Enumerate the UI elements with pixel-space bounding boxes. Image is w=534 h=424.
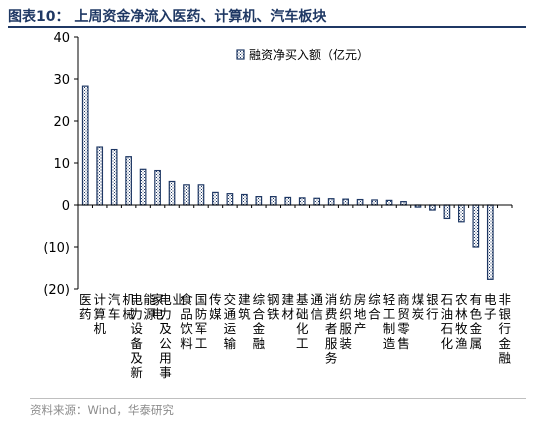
bar xyxy=(241,193,248,206)
bar xyxy=(342,198,349,206)
bar xyxy=(371,199,378,206)
bar xyxy=(443,204,451,220)
x-tick-label: 综合金融 xyxy=(253,292,266,351)
bar xyxy=(139,168,147,206)
bar xyxy=(458,204,465,223)
y-tick-label: 10 xyxy=(53,157,70,172)
x-tick-label: 国防军工 xyxy=(195,292,208,351)
title-rule xyxy=(8,26,526,28)
bars xyxy=(81,85,494,280)
x-tick-label: 建材 xyxy=(282,292,295,322)
x-tick-label: 传媒 xyxy=(209,292,222,322)
x-tick-label: 食品饮料 xyxy=(180,292,193,351)
x-tick-label: 煤炭 xyxy=(412,292,425,322)
x-tick-label: 通信 xyxy=(310,292,323,322)
bar xyxy=(168,180,176,206)
x-tick-label: 建筑 xyxy=(238,292,251,322)
x-tick-label: 消费者服务 xyxy=(325,292,338,365)
x-tick-label: 汽车 xyxy=(108,292,121,322)
x-tick-label: 交通运输 xyxy=(224,292,237,351)
bar xyxy=(212,191,219,206)
bar xyxy=(110,148,118,206)
x-tick-label: 计算机 xyxy=(93,292,106,336)
x-tick-label: 电子 xyxy=(484,292,497,322)
bar xyxy=(400,201,407,206)
x-tick-label: 医药 xyxy=(79,292,92,322)
y-tick-label: 30 xyxy=(53,73,70,88)
source-rule xyxy=(30,398,526,399)
bar xyxy=(327,198,335,206)
bar xyxy=(255,196,263,206)
x-tick-label: 农林牧渔 xyxy=(455,292,468,351)
bar xyxy=(298,197,306,206)
y-axis: 40 30 20 10 0 (10) (20) xyxy=(43,31,79,298)
bar xyxy=(81,85,89,206)
bar xyxy=(284,196,292,206)
legend-swatch xyxy=(236,49,245,60)
x-tick-label: 非银行金融 xyxy=(499,292,512,365)
y-tick-label: 40 xyxy=(53,31,70,46)
x-tick-label: 机械 xyxy=(122,292,135,322)
x-tick-label: 电力及公用事业 xyxy=(159,292,185,380)
legend: 融资净买入额（亿元） xyxy=(236,47,369,62)
y-tick-label: 20 xyxy=(53,115,70,130)
x-tick-label: 基础化工 xyxy=(296,292,309,351)
x-tick-label: 家电 xyxy=(151,292,164,322)
x-tick-label: 有色金属 xyxy=(470,292,483,351)
bar xyxy=(472,204,480,248)
x-tick-label: 轻工制造 xyxy=(383,292,396,351)
x-tick-label: 石油石化 xyxy=(441,292,454,351)
legend-label: 融资净买入额（亿元） xyxy=(249,47,369,62)
bar xyxy=(313,197,321,206)
x-tick-label: 银行 xyxy=(426,292,439,322)
x-tick-label: 综合 xyxy=(368,292,381,322)
y-tick-label: (10) xyxy=(43,241,70,256)
bar xyxy=(269,196,277,206)
x-axis: 医药计算机汽车机械电力设备及新能源家电电力及公用事业食品饮料国防军工传媒交通运输… xyxy=(77,204,513,380)
bar xyxy=(96,146,104,206)
bar xyxy=(385,199,393,206)
x-tick-label: 商贸零售 xyxy=(397,292,410,351)
y-tick-label: 0 xyxy=(62,199,70,214)
bar xyxy=(429,204,436,211)
bar xyxy=(197,184,205,206)
x-tick-label: 电力设备及新能源 xyxy=(130,292,156,380)
bar xyxy=(226,193,234,206)
x-tick-label: 钢铁 xyxy=(267,292,280,322)
figure-title: 图表10： 上周资金净流入医药、计算机、汽车板块 xyxy=(8,9,327,25)
x-tick-label: 房地产 xyxy=(354,292,367,336)
bar xyxy=(356,198,364,206)
bar xyxy=(486,204,494,280)
bar xyxy=(183,184,190,206)
y-tick-label: (20) xyxy=(43,283,70,298)
bar xyxy=(125,156,132,206)
bar xyxy=(154,169,161,206)
x-tick-label: 纺织服装 xyxy=(339,292,352,351)
source-note: 资料来源：Wind，华泰研究 xyxy=(30,403,174,417)
